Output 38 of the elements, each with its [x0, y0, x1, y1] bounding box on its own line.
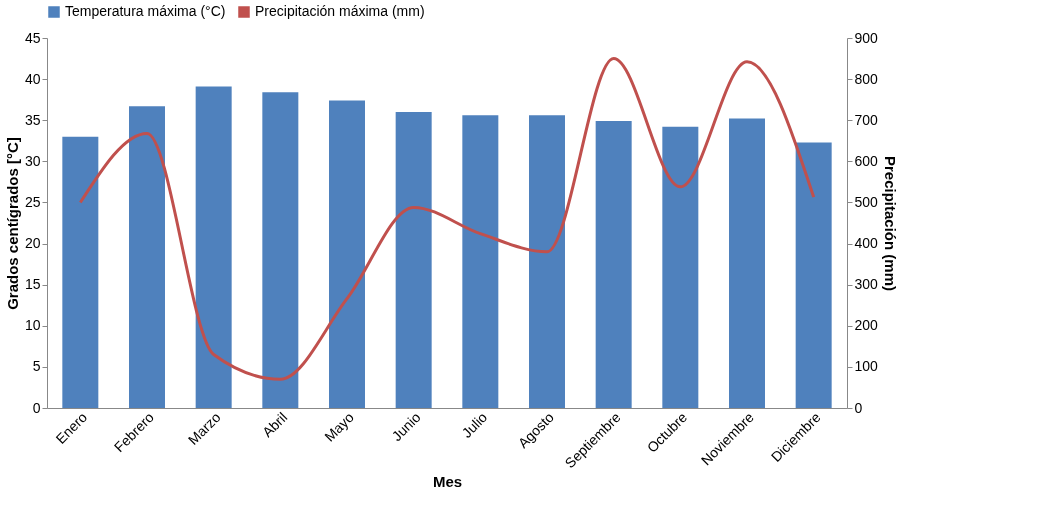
y2-tick-label: 900 [854, 29, 879, 46]
bar [329, 100, 365, 408]
bar [729, 118, 765, 408]
bar [395, 112, 432, 408]
legend-label: Temperatura máxima (°C) [65, 3, 226, 19]
legend-label: Precipitación máxima (mm) [255, 3, 425, 19]
y2-tick-label: 300 [854, 276, 879, 293]
y-tick-label: 20 [24, 235, 41, 252]
y-tick-label: 25 [24, 193, 41, 210]
y2-axis-title: Precipitación (mm) [881, 155, 899, 292]
y-axis-title: Grados centígrados [°C] [3, 137, 21, 310]
y-tick-label: 0 [32, 399, 41, 416]
y-tick-label: 10 [24, 317, 41, 334]
bar [529, 115, 565, 408]
y2-tick-label: 200 [854, 317, 879, 334]
bar [595, 121, 632, 408]
y2-tick-label: 500 [854, 193, 879, 210]
y2-tick-label: 600 [854, 152, 879, 169]
bar [795, 142, 832, 408]
y2-tick-label: 100 [854, 358, 879, 375]
y2-tick-label: 400 [854, 235, 879, 252]
y-tick-label: 5 [32, 358, 41, 375]
y-tick-label: 45 [24, 29, 41, 46]
y2-tick-label: 0 [854, 399, 863, 416]
bar [62, 136, 99, 408]
bar [195, 86, 232, 408]
bar [262, 92, 299, 408]
x-axis-title: Mes [432, 473, 463, 491]
y-tick-label: 15 [24, 276, 41, 293]
y-tick-label: 40 [24, 70, 41, 87]
bar [662, 126, 699, 408]
bar [462, 115, 499, 408]
line-series [78, 57, 816, 381]
y-tick-label: 30 [24, 152, 41, 169]
bar [129, 106, 165, 408]
y2-tick-label: 700 [854, 111, 879, 128]
y2-tick-label: 800 [854, 70, 879, 87]
y-tick-label: 35 [24, 111, 41, 128]
